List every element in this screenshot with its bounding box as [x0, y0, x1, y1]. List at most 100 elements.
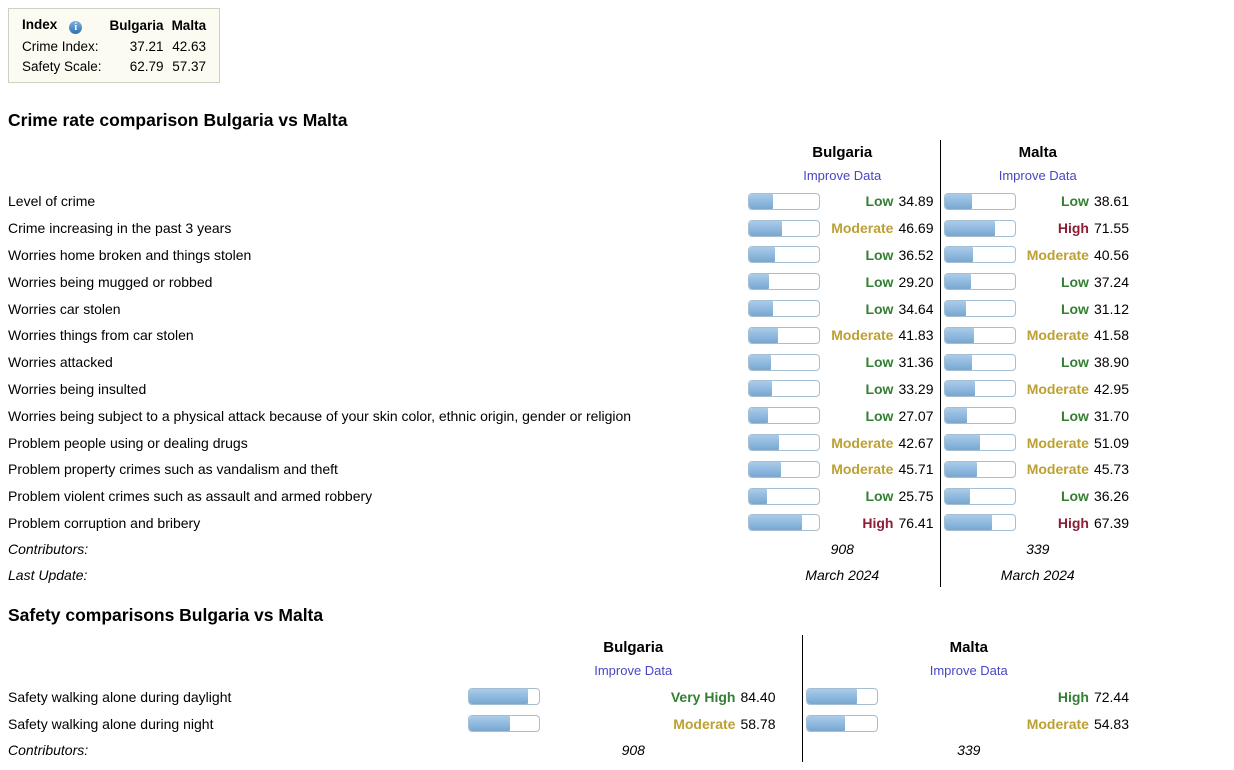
rating-value: 25.75: [898, 488, 934, 505]
rating-value: 34.89: [898, 193, 934, 210]
improve-data-link-malta[interactable]: Improve Data: [929, 663, 1008, 679]
comparison-row: Problem people using or dealing drugs Mod…: [8, 429, 1135, 456]
rating-label: High: [1057, 514, 1089, 531]
metric-cell-bulgaria: Low 34.89: [745, 188, 940, 215]
index-summary-box: Index i Bulgaria Malta Crime Index: 37.21…: [8, 8, 221, 83]
metric-cell-bulgaria: Low 34.64: [745, 295, 940, 322]
metric-cell-bulgaria: Low 29.20: [745, 268, 940, 295]
row-label: Problem people using or dealing drugs: [8, 434, 248, 451]
comparison-row: Safety walking alone during night Moderat…: [8, 710, 1135, 737]
metric-cell-bulgaria: Very High 84.40: [465, 683, 802, 710]
rating-value: 31.12: [1093, 300, 1129, 317]
crime-index-bulgaria: 37.21: [129, 38, 164, 54]
info-icon[interactable]: i: [69, 20, 83, 34]
rating-value: 38.61: [1093, 193, 1129, 210]
metric-cell-malta: Low 31.70: [939, 402, 1135, 430]
progress-bar: [748, 192, 820, 210]
rating-label: High: [1057, 220, 1089, 237]
crime-last-update-row: Last Update: March 2024 March 2024: [8, 561, 1135, 588]
progress-bar: [468, 715, 540, 733]
row-label: Worries home broken and things stolen: [8, 246, 252, 263]
rating-value: 29.20: [898, 273, 934, 290]
metric-cell-malta: High 71.55: [939, 214, 1135, 242]
rating-label: Moderate: [1026, 434, 1089, 451]
progress-bar: [748, 434, 820, 452]
improve-data-link-bulgaria[interactable]: Improve Data: [803, 168, 882, 183]
progress-bar-fill: [806, 716, 845, 732]
contributors-malta: 339: [801, 736, 1135, 763]
safety-scale-label: Safety Scale:: [22, 58, 102, 74]
safety-contributors-row: Contributors: 908 339: [8, 736, 1135, 763]
comparison-row: Level of crime Low 34.89 Low 38.61: [8, 188, 1135, 215]
progress-bar: [943, 514, 1016, 532]
rating-label: Low: [1060, 300, 1089, 317]
rating-label: Low: [1060, 193, 1089, 210]
metric-cell-bulgaria: Moderate 45.71: [745, 456, 940, 483]
metric-cell-bulgaria: Low 27.07: [745, 402, 940, 429]
metric-cell-bulgaria: Moderate 42.67: [745, 429, 940, 456]
rating-value: 84.40: [740, 688, 776, 705]
rating-label: Moderate: [673, 715, 736, 732]
progress-bar-fill: [944, 301, 967, 317]
metric-cell-bulgaria: Moderate 46.69: [745, 215, 940, 242]
row-label: Worries car stolen: [8, 300, 121, 317]
progress-bar-fill: [944, 193, 972, 209]
progress-bar: [943, 353, 1016, 371]
rating-value: 67.39: [1093, 514, 1129, 531]
comparison-row: Worries being mugged or robbed Low 29.20 Lo…: [8, 268, 1135, 296]
progress-bar-fill: [944, 461, 977, 477]
progress-bar: [943, 246, 1016, 264]
comparison-row: Worries attacked Low 31.36 Low 38.90: [8, 348, 1135, 376]
rating-value: 27.07: [898, 407, 934, 424]
comparison-row: Worries being subject to a physical atta…: [8, 402, 1135, 430]
rating-value: 71.55: [1093, 220, 1129, 237]
progress-bar: [943, 219, 1016, 237]
progress-bar-fill: [749, 435, 779, 451]
improve-data-link-malta[interactable]: Improve Data: [998, 168, 1077, 183]
contributors-label: Contributors:: [8, 541, 89, 558]
progress-bar: [805, 688, 878, 706]
progress-bar-fill: [749, 247, 775, 263]
country-header-bulgaria: Bulgaria: [812, 143, 873, 161]
rating-label: Moderate: [831, 461, 894, 478]
rating-label: Low: [865, 407, 894, 424]
metric-cell-bulgaria: Moderate 41.83: [745, 322, 940, 349]
progress-bar: [748, 514, 820, 532]
rating-label: Low: [1060, 488, 1089, 505]
progress-bar: [943, 192, 1016, 210]
rating-value: 58.78: [740, 715, 776, 732]
row-label: Problem violent crimes such as assault a…: [8, 488, 373, 505]
metric-cell-bulgaria: Low 33.29: [745, 376, 940, 403]
rating-value: 34.64: [898, 300, 934, 317]
rating-value: 76.41: [898, 514, 934, 531]
progress-bar-fill: [469, 716, 511, 732]
summary-row-safety-scale: Safety Scale: 62.79 57.37: [18, 56, 210, 76]
progress-bar: [943, 300, 1016, 318]
progress-bar: [748, 273, 820, 291]
row-label: Worries attacked: [8, 354, 113, 371]
safety-improve-row: Improve Data Improve Data: [8, 659, 1135, 684]
metric-cell-malta: Low 38.61: [939, 188, 1135, 215]
rating-label: Low: [865, 488, 894, 505]
progress-bar-fill: [749, 274, 770, 290]
improve-data-link-bulgaria[interactable]: Improve Data: [594, 663, 673, 679]
progress-bar-fill: [749, 488, 768, 504]
progress-bar: [748, 380, 820, 398]
progress-bar: [748, 326, 820, 344]
last-update-malta: March 2024: [939, 561, 1135, 588]
comparison-row: Worries things from car stolen Moderate 41…: [8, 321, 1135, 349]
row-label: Safety walking alone during daylight: [8, 688, 232, 705]
progress-bar: [748, 300, 820, 318]
contributors-bulgaria: 908: [830, 541, 854, 558]
rating-label: Moderate: [831, 327, 894, 344]
progress-bar-fill: [944, 515, 992, 531]
progress-bar-fill: [944, 435, 981, 451]
crime-country-header-row: Bulgaria Malta: [8, 140, 1135, 164]
rating-label: Low: [865, 354, 894, 371]
comparison-row: Problem violent crimes such as assault a…: [8, 482, 1135, 510]
progress-bar: [748, 353, 820, 371]
progress-bar-fill: [749, 301, 774, 317]
safety-country-header-row: Bulgaria Malta: [8, 635, 1135, 660]
summary-header-row: Index i Bulgaria Malta: [18, 14, 210, 36]
rating-value: 41.58: [1093, 327, 1129, 344]
